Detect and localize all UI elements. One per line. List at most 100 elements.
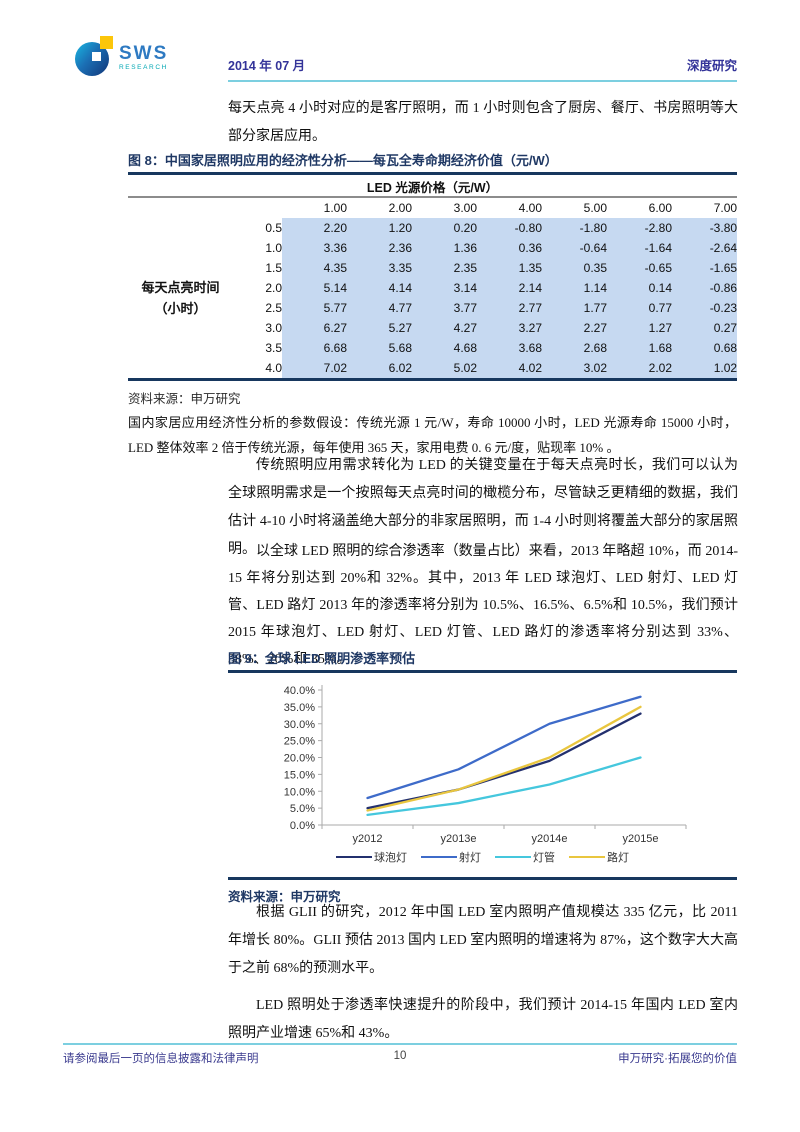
legend-line-sample bbox=[336, 856, 372, 858]
footer-rule bbox=[63, 1043, 737, 1045]
body-paragraph-4: 根据 GLII 的研究，2012 年中国 LED 室内照明产值规模达 335 亿… bbox=[228, 905, 738, 976]
table-cell: 4.14 bbox=[347, 278, 412, 298]
table-cell: 5.77 bbox=[282, 298, 347, 318]
legend-line-sample bbox=[421, 856, 457, 858]
table-cell: 3.02 bbox=[542, 358, 607, 380]
logo-yellow-square-icon bbox=[100, 36, 113, 49]
column-header: 7.00 bbox=[713, 201, 738, 215]
body-paragraph-1: 每天点亮 4 小时对应的是客厅照明，而 1 小时则包含了厨房、餐厅、书房照明等大… bbox=[228, 101, 738, 144]
table-cell: 3.14 bbox=[412, 278, 477, 298]
row-hours: 0.5 bbox=[265, 221, 282, 235]
table-cell: 2.77 bbox=[477, 298, 542, 318]
figure9-block: 图 9：全球 LED 照明渗透率预估 0.0% 5.0% 10.0% 15.0% 20.… bbox=[228, 648, 737, 905]
body-paragraph-3: 以全球 LED 照明的综合渗透率（数量占比）来看，2013 年略超 10%，而 … bbox=[228, 544, 738, 667]
table-cell: -0.23 bbox=[672, 298, 738, 318]
row-group-header: 每天点亮时间 （小时） bbox=[141, 280, 220, 316]
y-tick-label: 40.0% bbox=[284, 685, 315, 697]
table-cell: 6.02 bbox=[347, 358, 412, 380]
table-cell: 1.68 bbox=[607, 338, 672, 358]
x-tick-label: y2013e bbox=[440, 833, 476, 845]
y-tick-label: 10.0% bbox=[284, 786, 315, 798]
column-header: 5.00 bbox=[583, 201, 607, 215]
legend-label: 射灯 bbox=[459, 852, 481, 864]
sws-logo-icon bbox=[75, 36, 121, 78]
table-cell: 3.36 bbox=[282, 238, 347, 258]
y-tick-label: 35.0% bbox=[284, 702, 315, 714]
table-cell: 3.27 bbox=[477, 318, 542, 338]
table-cell: 2.35 bbox=[412, 258, 477, 278]
table-cell: 2.68 bbox=[542, 338, 607, 358]
table-cell: -3.80 bbox=[672, 218, 738, 238]
figure9-bottom-rule bbox=[228, 877, 737, 880]
legend-label: 路灯 bbox=[607, 852, 629, 864]
table-cell: 2.14 bbox=[477, 278, 542, 298]
table-cell: -0.65 bbox=[607, 258, 672, 278]
table-cell: 0.77 bbox=[607, 298, 672, 318]
row-hours: 2.0 bbox=[265, 281, 282, 295]
table-cell: 6.68 bbox=[282, 338, 347, 358]
row-hours: 1.5 bbox=[265, 261, 282, 275]
table-cell: 4.68 bbox=[412, 338, 477, 358]
table-cell: 1.27 bbox=[607, 318, 672, 338]
table-cell: 1.36 bbox=[412, 238, 477, 258]
table-cell: 6.27 bbox=[282, 318, 347, 338]
chart-legend: 球泡灯 射灯 灯管 路灯 bbox=[228, 849, 737, 865]
table-cell: -2.80 bbox=[607, 218, 672, 238]
page-header: 2014 年 07 月 深度研究 bbox=[228, 52, 737, 82]
table-cell: 1.35 bbox=[477, 258, 542, 278]
logo-notch-icon bbox=[92, 52, 101, 61]
table-row: 4.0 7.02 6.02 5.02 4.02 3.02 2.02 1.02 bbox=[128, 358, 738, 380]
table-colgroup-row: LED 光源价格（元/W） bbox=[128, 176, 738, 198]
table-row: 2.5 5.77 4.77 3.77 2.77 1.77 0.77 -0.23 bbox=[128, 298, 738, 318]
table-cell: 0.68 bbox=[672, 338, 738, 358]
y-tick-label: 0.0% bbox=[290, 820, 315, 832]
column-header: 3.00 bbox=[453, 201, 477, 215]
table-cell: 4.35 bbox=[282, 258, 347, 278]
table-cell: 1.14 bbox=[542, 278, 607, 298]
table-cell: 5.14 bbox=[282, 278, 347, 298]
series-line-灯管 bbox=[366, 756, 642, 817]
figure8-table-body: 每天点亮时间 （小时） 0.5 2.20 1.20 0.20 -0.80 -1.80 -2.80… bbox=[128, 218, 738, 380]
table-row: 每天点亮时间 （小时） 0.5 2.20 1.20 0.20 -0.80 -1.80 -2.80… bbox=[128, 218, 738, 316]
report-type: 深度研究 bbox=[686, 59, 737, 73]
table-row: 3.5 6.68 5.68 4.68 3.68 2.68 1.68 0.68 bbox=[128, 338, 738, 358]
table-cell: -2.64 bbox=[672, 238, 738, 258]
table-cell: 0.35 bbox=[542, 258, 607, 278]
legend-item: 灯管 bbox=[495, 849, 555, 865]
row-hours: 1.0 bbox=[265, 241, 282, 255]
figure9-source: 资料来源：申万研究 bbox=[228, 890, 341, 904]
table-header-row: 1.00 2.00 3.00 4.00 5.00 6.00 7.00 bbox=[128, 197, 737, 218]
row-hours: 2.5 bbox=[265, 301, 282, 315]
column-header: 6.00 bbox=[648, 201, 672, 215]
x-tick-label: y2012 bbox=[353, 833, 383, 845]
chart-canvas: 0.0% 5.0% 10.0% 15.0% 20.0% 25.0% 30.0% 35.0% 40… bbox=[284, 685, 687, 845]
table-row: 3.0 6.27 5.27 4.27 3.27 2.27 1.27 0.27 bbox=[128, 318, 738, 338]
body-paragraph-2: 传统照明应用需求转化为 LED 的关键变量在于每天点亮时长，我们可以认为全球照明… bbox=[228, 458, 738, 557]
table-cell: 0.27 bbox=[672, 318, 738, 338]
y-tick-label: 25.0% bbox=[284, 736, 315, 748]
legend-line-sample bbox=[495, 856, 531, 858]
logo-research-text: RESEARCH bbox=[119, 64, 168, 71]
penetration-line-chart: 0.0% 5.0% 10.0% 15.0% 20.0% 25.0% 30.0% 35.0% 40… bbox=[228, 677, 737, 873]
body-paragraph-5: LED 照明处于渗透率快速提升的阶段中，我们预计 2014-15 年国内 LED… bbox=[228, 998, 738, 1041]
legend-item: 路灯 bbox=[569, 849, 629, 865]
table-cell: 5.27 bbox=[347, 318, 412, 338]
table-cell: 2.27 bbox=[542, 318, 607, 338]
figure9-title: 图 9：全球 LED 照明渗透率预估 bbox=[228, 648, 737, 673]
figure8-source: 资料来源：申万研究 bbox=[128, 392, 241, 406]
table-cell: -1.80 bbox=[542, 218, 607, 238]
table-cell: -0.80 bbox=[477, 218, 542, 238]
y-tick-label: 30.0% bbox=[284, 719, 315, 731]
x-tick-label: y2015e bbox=[622, 833, 658, 845]
logo-wordmark: SWS RESEARCH bbox=[119, 44, 168, 72]
y-tick-label: 15.0% bbox=[284, 769, 315, 781]
table-cell: 0.36 bbox=[477, 238, 542, 258]
row-hours: 3.5 bbox=[265, 341, 282, 355]
footer-disclaimer: 请参阅最后一页的信息披露和法律声明 bbox=[63, 1053, 259, 1065]
table-cell: -0.86 bbox=[672, 278, 738, 298]
legend-label: 灯管 bbox=[533, 852, 555, 864]
page-number: 10 bbox=[393, 1050, 407, 1062]
table-cell: -0.64 bbox=[542, 238, 607, 258]
table-cell: 1.77 bbox=[542, 298, 607, 318]
row-hours: 3.0 bbox=[265, 321, 282, 335]
